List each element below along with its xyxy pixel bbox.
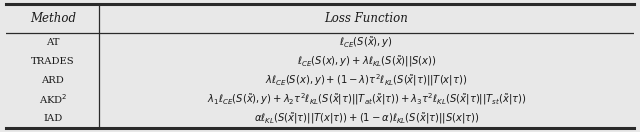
Text: ARD: ARD — [42, 76, 64, 85]
Text: $\alpha\ell_{KL}(S(\tilde{x}|\tau)||T(x|\tau)) + (1-\alpha)\ell_{KL}(S(\tilde{x}: $\alpha\ell_{KL}(S(\tilde{x}|\tau)||T(x|… — [253, 111, 479, 126]
Text: Method: Method — [30, 12, 76, 25]
Text: $\lambda_1\ell_{CE}(S(\tilde{x}), y) + \lambda_2\tau^2\ell_{KL}(S(\tilde{x}|\tau: $\lambda_1\ell_{CE}(S(\tilde{x}), y) + \… — [207, 92, 526, 107]
Text: AKD$^2$: AKD$^2$ — [38, 93, 67, 107]
Text: AT: AT — [46, 38, 60, 47]
Text: IAD: IAD — [43, 114, 63, 123]
Text: Loss Function: Loss Function — [324, 12, 408, 25]
Text: $\ell_{CE}(S(x), y) + \lambda\ell_{KL}(S(\tilde{x})||S(x))$: $\ell_{CE}(S(x), y) + \lambda\ell_{KL}(S… — [296, 54, 436, 69]
Text: $\ell_{CE}(S(\tilde{x}), y)$: $\ell_{CE}(S(\tilde{x}), y)$ — [339, 35, 394, 50]
Text: $\lambda\ell_{CE}(S(x), y) + (1-\lambda)\tau^2\ell_{KL}(S(\tilde{x}|\tau)||T(x|\: $\lambda\ell_{CE}(S(x), y) + (1-\lambda)… — [266, 73, 468, 88]
Text: TRADES: TRADES — [31, 57, 75, 66]
